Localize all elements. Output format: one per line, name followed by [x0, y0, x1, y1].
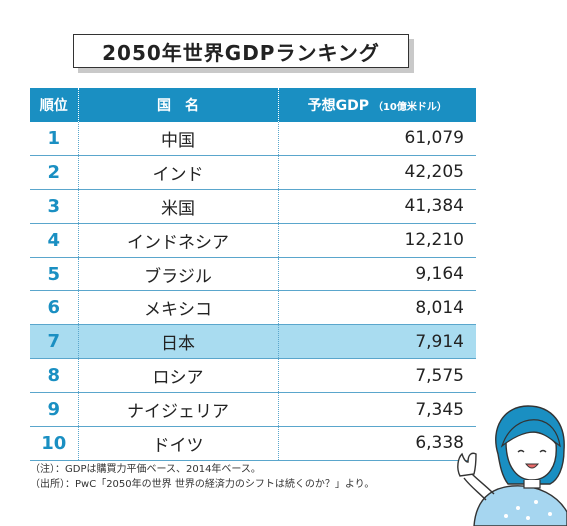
- rank-cell: 3: [30, 189, 79, 224]
- country-cell: メキシコ: [78, 290, 279, 326]
- gdp-header-label: 予想GDP: [307, 98, 369, 114]
- rank-cell: 8: [30, 358, 79, 394]
- table-row: 7 日本 7,914: [30, 324, 476, 360]
- table-row: 2 インド 42,205: [30, 155, 476, 190]
- gdp-column-header: 予想GDP （10億米ドル）: [278, 88, 476, 122]
- table-header-row: 順位 国 名 予想GDP （10億米ドル）: [30, 88, 476, 122]
- rank-cell: 7: [30, 324, 79, 360]
- table-row: 6 メキシコ 8,014: [30, 290, 476, 326]
- country-cell: 米国: [78, 189, 279, 224]
- gdp-cell: 42,205: [278, 155, 476, 190]
- waving-person-illustration: [457, 405, 567, 526]
- footnote-source: （出所）：PwC「2050年の世界 世界の経済力のシフトは続くのか？」より。: [30, 479, 375, 490]
- rank-cell: 9: [30, 392, 79, 428]
- country-cell: インドネシア: [78, 223, 279, 258]
- gdp-ranking-table: 順位 国 名 予想GDP （10億米ドル） 1 中国 61,079 2 インド 42,205…: [30, 88, 476, 461]
- country-cell: ナイジェリア: [78, 392, 279, 428]
- table-row: 8 ロシア 7,575: [30, 358, 476, 394]
- rank-column-header: 順位: [30, 88, 79, 122]
- gdp-header-unit: （10億米ドル）: [372, 102, 447, 113]
- gdp-cell: 6,338: [278, 426, 476, 461]
- gdp-cell: 7,345: [278, 392, 476, 428]
- gdp-cell: 7,575: [278, 358, 476, 394]
- rank-cell: 2: [30, 155, 79, 190]
- table-row: 4 インドネシア 12,210: [30, 223, 476, 258]
- country-cell: ロシア: [78, 358, 279, 394]
- gdp-cell: 61,079: [278, 122, 476, 156]
- rank-cell: 10: [30, 426, 79, 461]
- rank-cell: 6: [30, 290, 79, 326]
- rank-cell: 1: [30, 122, 79, 156]
- country-cell: ブラジル: [78, 257, 279, 292]
- gdp-cell: 7,914: [278, 324, 476, 360]
- country-cell: ドイツ: [78, 426, 279, 461]
- table-row: 10 ドイツ 6,338: [30, 426, 476, 461]
- country-cell: 中国: [78, 122, 279, 156]
- table-row: 3 米国 41,384: [30, 189, 476, 224]
- country-cell: 日本: [78, 324, 279, 360]
- page-title: 2050年世界GDPランキング: [73, 34, 409, 68]
- rank-cell: 5: [30, 257, 79, 292]
- country-column-header: 国 名: [78, 88, 279, 122]
- gdp-cell: 41,384: [278, 189, 476, 224]
- rank-cell: 4: [30, 223, 79, 258]
- table-row: 9 ナイジェリア 7,345: [30, 392, 476, 428]
- table-row: 1 中国 61,079: [30, 122, 476, 156]
- country-cell: インド: [78, 155, 279, 190]
- gdp-cell: 9,164: [278, 257, 476, 292]
- gdp-cell: 12,210: [278, 223, 476, 258]
- gdp-cell: 8,014: [278, 290, 476, 326]
- footnote-note: （注）：GDPは購買力平価ベース、2014年ベース。: [30, 464, 261, 475]
- table-row: 5 ブラジル 9,164: [30, 257, 476, 292]
- footnotes: （注）：GDPは購買力平価ベース、2014年ベース。 （出所）：PwC「2050…: [30, 462, 470, 492]
